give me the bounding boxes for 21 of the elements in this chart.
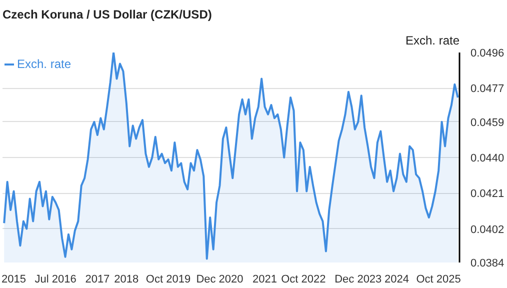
y-tick-label: 0.0440 — [470, 152, 504, 164]
y-tick-label: 0.0477 — [470, 83, 504, 96]
x-tick-label: 2015 — [2, 274, 26, 286]
x-tick-label: Dec 2023 — [334, 274, 382, 286]
x-tick-label: Oct 2022 — [281, 274, 326, 286]
x-tick-label: Dec 2020 — [196, 274, 244, 286]
chart-title: Czech Koruna / US Dollar (CZK/USD) — [2, 8, 212, 22]
y-axis-title: Exch. rate — [405, 34, 460, 48]
x-tick-label: 2021 — [252, 274, 278, 286]
x-tick-label: 2018 — [114, 274, 139, 286]
x-tick-label: 2017 — [85, 274, 110, 286]
y-tick-label: 0.0402 — [470, 224, 504, 236]
y-tick-label: 0.0496 — [470, 48, 504, 60]
x-tick-label: 2024 — [384, 274, 409, 286]
y-tick-label: 0.0384 — [470, 258, 504, 270]
x-tick-label: Oct 2025 — [416, 274, 461, 286]
y-tick-label: 0.0421 — [470, 188, 504, 200]
x-tick-label: Oct 2019 — [146, 274, 191, 286]
legend-label: Exch. rate — [17, 57, 72, 71]
y-tick-label: 0.0459 — [470, 116, 504, 129]
x-tick-label: Jul 2016 — [34, 274, 76, 286]
